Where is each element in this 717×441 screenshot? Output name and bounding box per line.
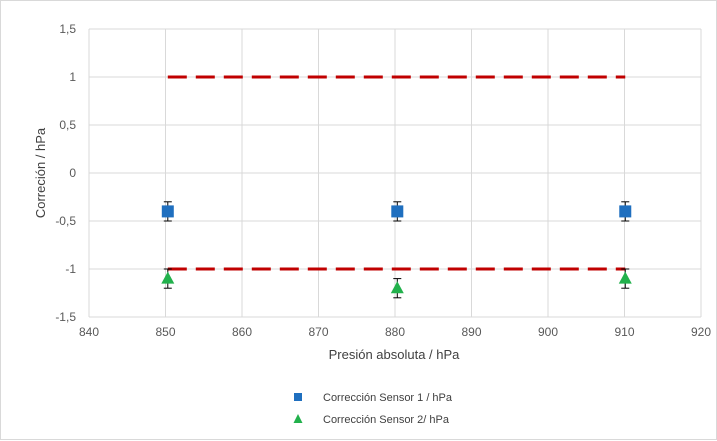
grid-layer — [88, 28, 702, 318]
y-tick-label: -0,5 — [55, 214, 76, 228]
y-tick-label: -1,5 — [55, 310, 76, 324]
data-point-sensor-1 — [619, 205, 632, 218]
x-tick-label: 840 — [79, 325, 99, 339]
data-point-sensor-1 — [391, 205, 404, 218]
x-tick-label: 850 — [155, 325, 175, 339]
x-tick-label: 910 — [614, 325, 634, 339]
x-tick-label: 900 — [538, 325, 558, 339]
x-tick-label: 920 — [691, 325, 711, 339]
data-point-sensor-2 — [618, 271, 632, 284]
series-layer — [161, 201, 632, 299]
y-tick-label: -1 — [65, 262, 76, 276]
y-tick-label: 1,5 — [59, 22, 76, 36]
reference-lines — [167, 75, 626, 271]
legend-label: Corrección Sensor 1 / hPa — [323, 392, 453, 404]
data-point-sensor-1 — [161, 205, 174, 218]
y-tick-label: 1 — [69, 70, 76, 84]
legend-marker-triangle — [293, 414, 303, 423]
x-axis-title: Presión absoluta / hPa — [329, 347, 461, 362]
y-tick-label: 0 — [69, 166, 76, 180]
legend-label: Corrección Sensor 2/ hPa — [323, 414, 450, 426]
legend-marker-square — [294, 393, 302, 401]
y-tick-label: 0,5 — [59, 118, 76, 132]
legend: Corrección Sensor 1 / hPa Corrección Sens… — [293, 392, 453, 426]
tick-labels: 840 850 860 870 880 890 900 910 920 1,5 1 0,5 0 -0,5 -… — [55, 22, 711, 339]
x-tick-label: 870 — [308, 325, 328, 339]
data-point-sensor-2 — [161, 271, 175, 284]
y-axis-title: Correción / hPa — [33, 127, 48, 218]
x-tick-label: 880 — [385, 325, 405, 339]
data-point-sensor-2 — [390, 281, 404, 294]
x-tick-label: 890 — [461, 325, 481, 339]
x-tick-label: 860 — [232, 325, 252, 339]
